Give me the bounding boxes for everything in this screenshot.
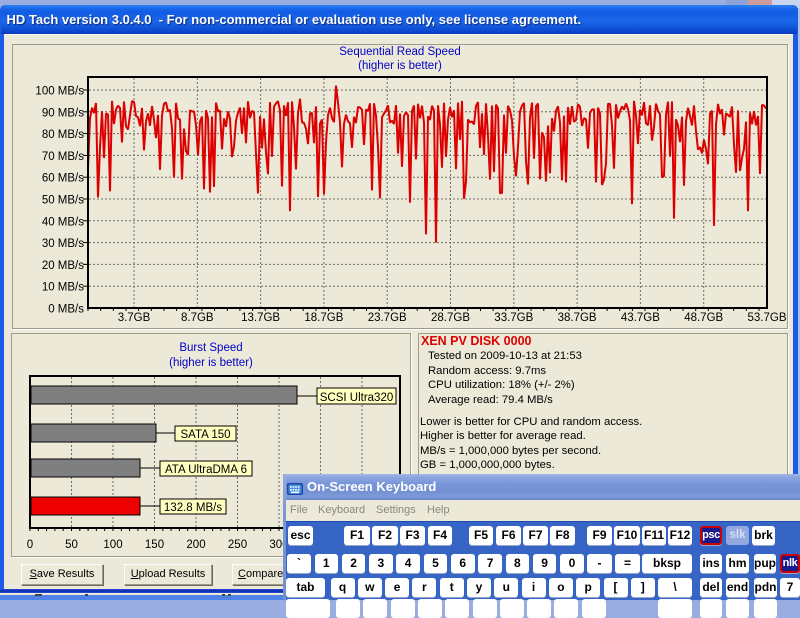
- svg-text:3.7GB: 3.7GB: [118, 312, 151, 324]
- svg-text:8.7GB: 8.7GB: [181, 312, 214, 324]
- svg-text:60 MB/s: 60 MB/s: [42, 173, 84, 185]
- svg-text:50: 50: [65, 539, 78, 551]
- svg-text:250: 250: [228, 539, 247, 551]
- svg-text:90 MB/s: 90 MB/s: [42, 107, 84, 119]
- svg-text:SCSI Ultra320: SCSI Ultra320: [320, 392, 394, 404]
- svg-text:38.7GB: 38.7GB: [558, 312, 597, 324]
- svg-text:33.7GB: 33.7GB: [494, 312, 533, 324]
- svg-text:80 MB/s: 80 MB/s: [42, 129, 84, 141]
- svg-text:0 MB/s: 0 MB/s: [48, 304, 84, 316]
- svg-text:28.7GB: 28.7GB: [431, 312, 470, 324]
- svg-text:150: 150: [145, 539, 164, 551]
- svg-text:30 MB/s: 30 MB/s: [42, 238, 84, 250]
- svg-text:50 MB/s: 50 MB/s: [42, 195, 84, 207]
- svg-text:132.8 MB/s: 132.8 MB/s: [164, 502, 222, 514]
- svg-text:23.7GB: 23.7GB: [368, 312, 407, 324]
- svg-text:13.7GB: 13.7GB: [241, 312, 280, 324]
- svg-text:53.7GB: 53.7GB: [748, 312, 787, 324]
- svg-text:48.7GB: 48.7GB: [684, 312, 723, 324]
- svg-text:70 MB/s: 70 MB/s: [42, 151, 84, 163]
- svg-text:100: 100: [103, 539, 122, 551]
- svg-text:10 MB/s: 10 MB/s: [42, 282, 84, 294]
- svg-text:18.7GB: 18.7GB: [304, 312, 343, 324]
- svg-text:SATA 150: SATA 150: [180, 429, 230, 441]
- svg-text:ATA UltraDMA 6: ATA UltraDMA 6: [165, 464, 247, 476]
- svg-text:100 MB/s: 100 MB/s: [35, 86, 84, 98]
- svg-text:40 MB/s: 40 MB/s: [42, 216, 84, 228]
- svg-text:43.7GB: 43.7GB: [621, 312, 660, 324]
- svg-text:20 MB/s: 20 MB/s: [42, 260, 84, 272]
- svg-text:200: 200: [186, 539, 205, 551]
- svg-text:0: 0: [27, 539, 33, 551]
